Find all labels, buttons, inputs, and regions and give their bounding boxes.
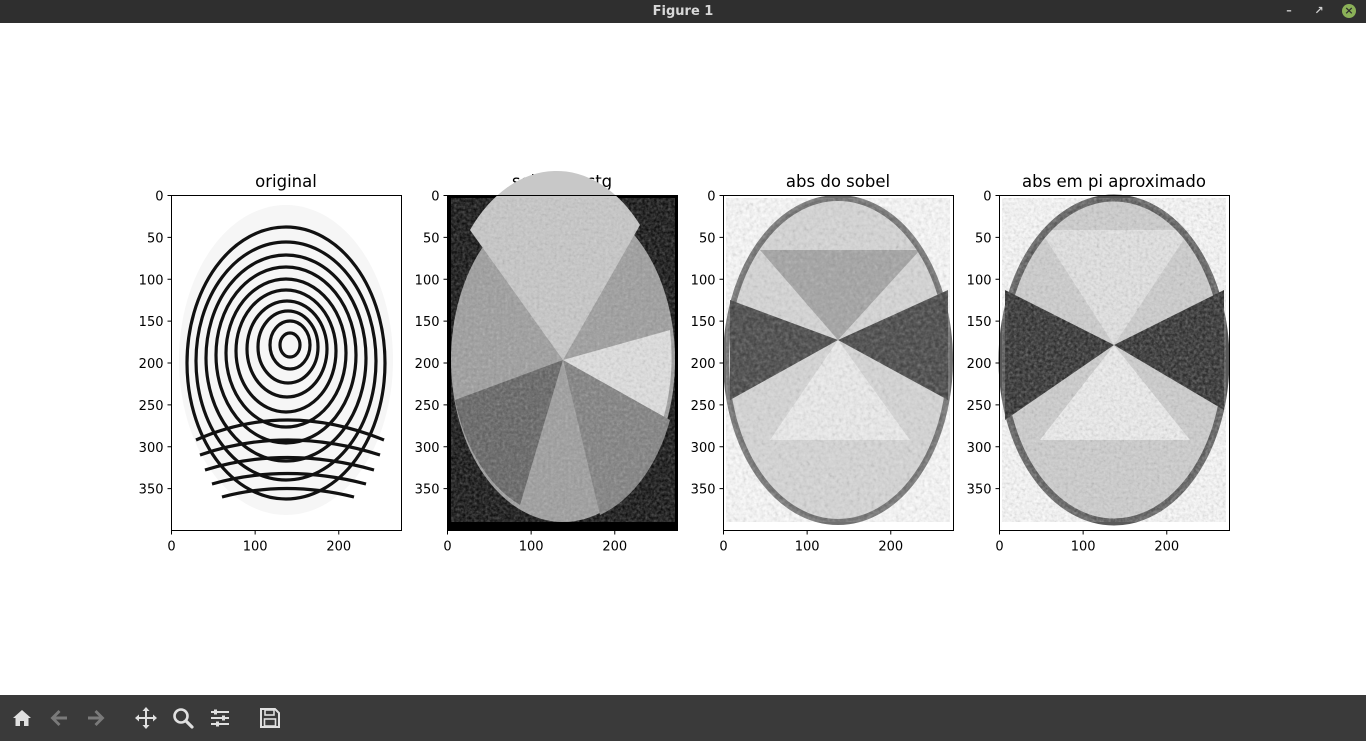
y-tick-label: 200: [415, 357, 440, 372]
y-tick-label: 150: [139, 315, 164, 330]
close-icon[interactable]: ×: [1342, 4, 1356, 18]
y-tick-label: 100: [691, 273, 716, 288]
y-tick-label: 0: [431, 190, 439, 205]
axes-abs-em-pi-aproximado: abs em pi aproximado: [998, 172, 1230, 531]
x-tick-label: 100: [795, 540, 820, 555]
y-tick-label: 0: [707, 190, 715, 205]
axes-original: original: [171, 172, 402, 531]
y-tick-label: 50: [699, 231, 716, 246]
arrow-left-icon: [50, 710, 67, 726]
y-tick-label: 150: [691, 315, 716, 330]
configure-subplots-button[interactable]: [206, 704, 234, 732]
zoom-button[interactable]: [169, 704, 197, 732]
y-tick-label: 250: [691, 399, 716, 414]
y-tick-label: 350: [967, 483, 992, 498]
fingerprint-image: [179, 205, 393, 515]
axes-title: abs do sobel: [786, 172, 890, 191]
x-tick-label: 0: [995, 540, 1003, 555]
home-button[interactable]: [8, 704, 36, 732]
y-tick-label: 250: [415, 399, 440, 414]
y-tick-label: 50: [147, 231, 164, 246]
y-tick-label: 100: [415, 273, 440, 288]
window-title: Figure 1: [652, 4, 714, 19]
sliders-icon: [211, 709, 229, 727]
y-tick-label: 50: [975, 231, 992, 246]
y-tick-label: 100: [139, 273, 164, 288]
forward-button[interactable]: [82, 704, 110, 732]
abs-do-sobel-image: [723, 195, 953, 525]
x-tick-label: 200: [326, 540, 351, 555]
x-tick-label: 100: [1071, 540, 1096, 555]
y-tick-label: 300: [967, 441, 992, 456]
x-tick-label: 100: [243, 540, 268, 555]
save-button[interactable]: [256, 704, 284, 732]
magnifier-icon: [173, 708, 194, 729]
y-tick-label: 0: [983, 190, 991, 205]
figure-canvas[interactable]: original: [0, 23, 1366, 695]
window-titlebar: Figure 1 – ↗ ×: [0, 0, 1366, 23]
y-tick-label: 250: [967, 399, 992, 414]
sobels-arctg-image: [447, 170, 677, 530]
x-tick-label: 0: [443, 540, 451, 555]
y-tick-label: 150: [967, 315, 992, 330]
axis-ticks: 0 50 100 150 200 250 300 350 0 100 200 0 50 100 150 200…: [139, 190, 1180, 555]
x-tick-label: 100: [519, 540, 544, 555]
y-tick-label: 200: [691, 357, 716, 372]
y-tick-label: 300: [691, 441, 716, 456]
floppy-disk-icon: [260, 708, 280, 728]
x-tick-label: 0: [719, 540, 727, 555]
y-tick-label: 200: [967, 357, 992, 372]
y-tick-label: 0: [155, 190, 163, 205]
y-tick-label: 350: [139, 483, 164, 498]
abs-em-pi-aproximado-image: [998, 194, 1230, 526]
move-icon: [135, 707, 157, 729]
home-icon: [13, 710, 31, 726]
x-tick-label: 0: [167, 540, 175, 555]
navigation-toolbar: [0, 695, 1366, 741]
y-tick-label: 150: [415, 315, 440, 330]
y-tick-label: 100: [967, 273, 992, 288]
axes-title: abs em pi aproximado: [1022, 172, 1206, 191]
pan-button[interactable]: [132, 704, 160, 732]
y-tick-label: 350: [415, 483, 440, 498]
arrow-right-icon: [88, 710, 105, 726]
back-button[interactable]: [45, 704, 73, 732]
y-tick-label: 50: [423, 231, 440, 246]
y-tick-label: 350: [691, 483, 716, 498]
axes-title: original: [255, 172, 317, 191]
y-tick-label: 200: [139, 357, 164, 372]
minimize-icon[interactable]: –: [1286, 4, 1292, 17]
restore-icon[interactable]: ↗: [1314, 4, 1324, 17]
axes-sobels-arctg: sobels arctg: [447, 170, 678, 531]
x-tick-label: 200: [602, 540, 627, 555]
axes-abs-do-sobel: abs do sobel: [723, 172, 954, 531]
x-tick-label: 200: [1154, 540, 1179, 555]
y-tick-label: 300: [139, 441, 164, 456]
figure-svg: original: [139, 170, 1230, 555]
x-tick-label: 200: [878, 540, 903, 555]
y-tick-label: 250: [139, 399, 164, 414]
y-tick-label: 300: [415, 441, 440, 456]
